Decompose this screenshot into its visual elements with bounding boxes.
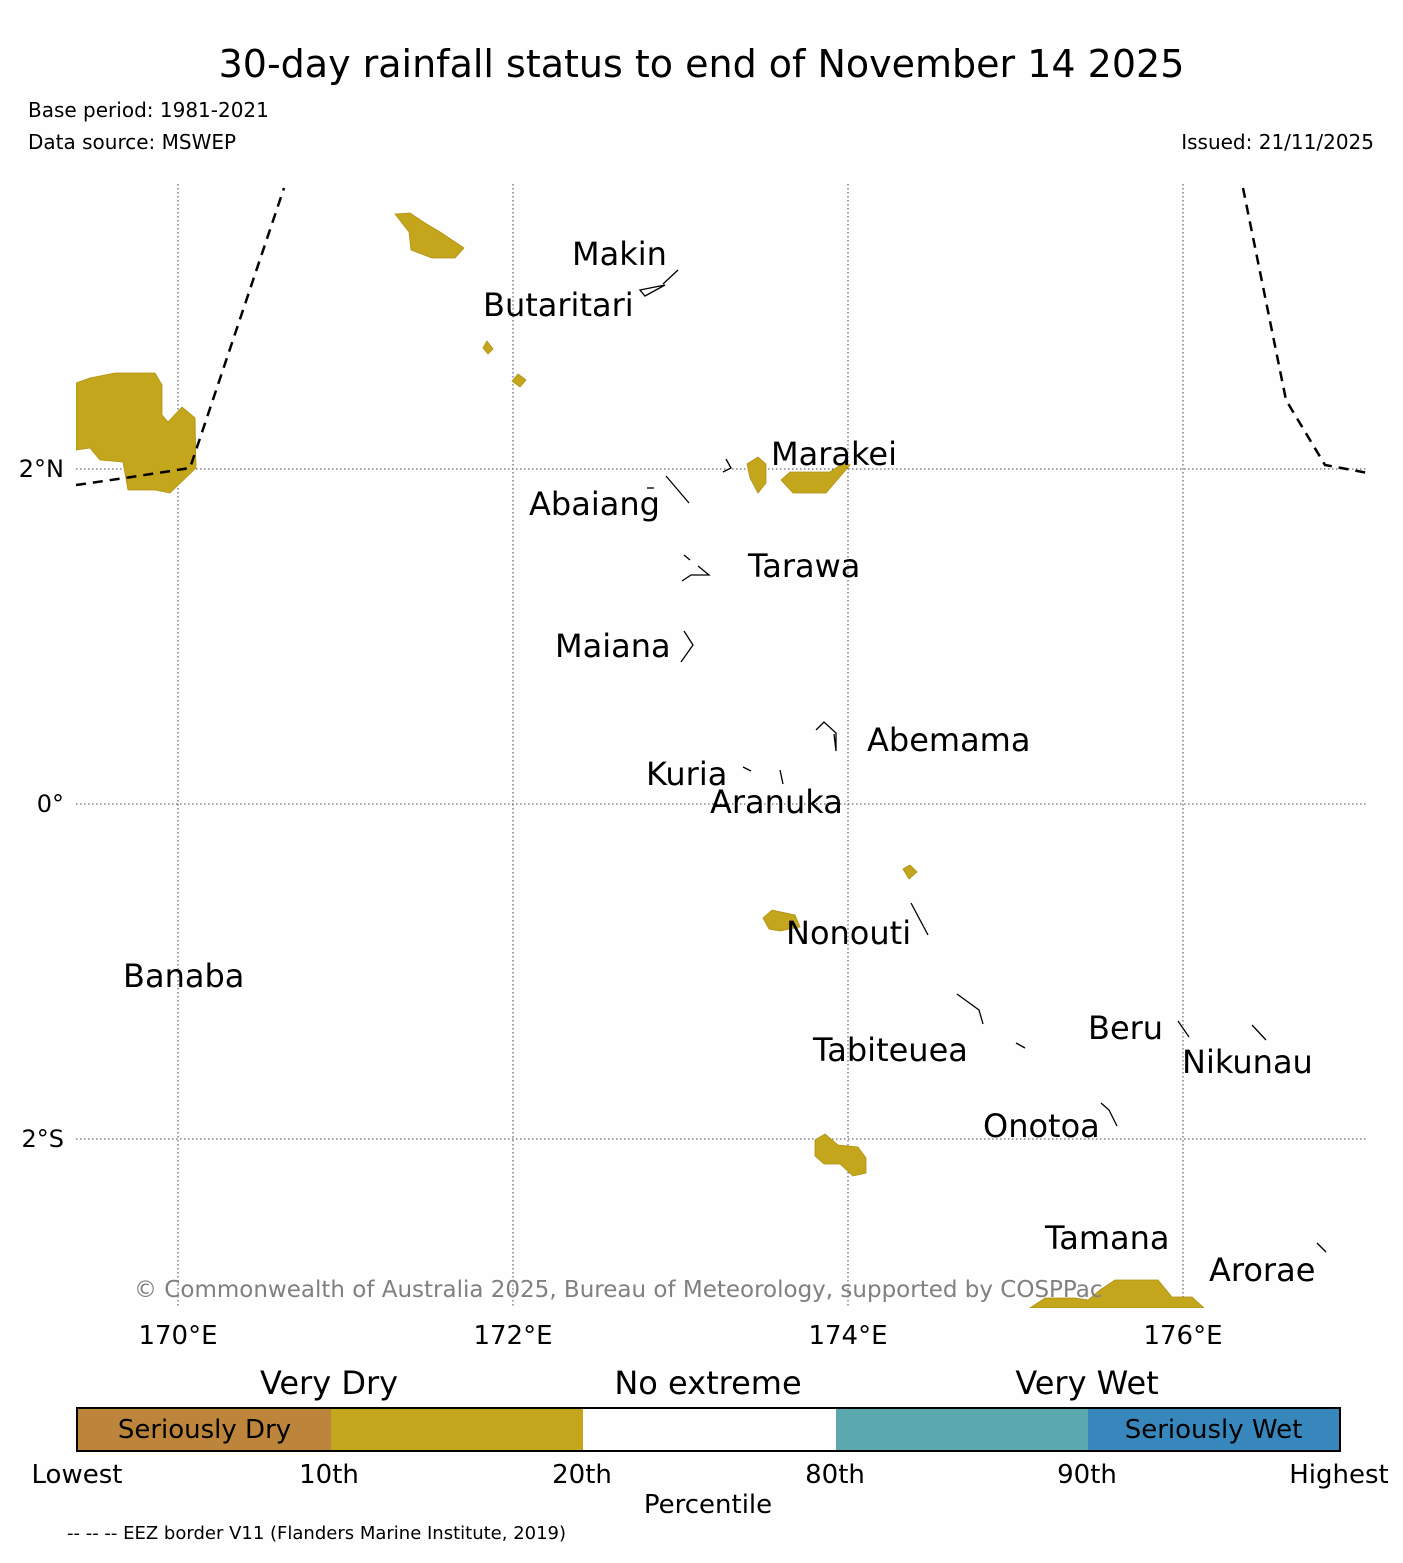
eez-border-note: -- -- -- EEZ border V11 (Flanders Marine…	[67, 1523, 567, 1544]
island-label-nikunau: Nikunau	[1182, 1043, 1313, 1081]
island-outline-beru	[1177, 1020, 1190, 1038]
island-label-tabiteuea: Tabiteuea	[812, 1031, 968, 1069]
island-outline-abaiang	[665, 475, 690, 504]
legend-category-very-wet: Very Wet	[1015, 1364, 1159, 1402]
legend-seg-seriously-wet: Seriously Wet	[1088, 1409, 1339, 1450]
dry-region-small-1	[482, 340, 494, 355]
lon-label-176e: 176°E	[1143, 1321, 1222, 1351]
legend-category-no-extreme: No extreme	[614, 1364, 802, 1402]
legend-colorbar: Seriously Dry Seriously Wet	[76, 1407, 1341, 1452]
island-outline-butaritari	[638, 284, 666, 297]
lat-label-equator: 0°	[37, 790, 64, 818]
island-label-beru: Beru	[1088, 1009, 1163, 1047]
island-label-maiana: Maiana	[555, 627, 671, 665]
island-label-arorae: Arorae	[1209, 1251, 1315, 1289]
lon-label-172e: 172°E	[473, 1321, 552, 1351]
island-outline-nikunau	[1251, 1024, 1267, 1041]
dry-region-small-2	[511, 373, 527, 388]
dry-region-banaba	[76, 372, 197, 494]
dry-region-tamana	[1029, 1279, 1205, 1308]
eez-border-east	[1241, 187, 1368, 475]
legend-tick-10th: 10th	[299, 1460, 359, 1490]
island-outline-marakei-rim	[722, 458, 732, 473]
base-period-text: Base period: 1981-2021	[28, 98, 269, 122]
island-outline-onotoa	[1100, 1102, 1118, 1127]
dry-region-south	[814, 1133, 867, 1177]
island-outline-maiana	[680, 630, 694, 663]
island-outline-kuria	[742, 766, 752, 772]
island-label-tarawa: Tarawa	[747, 547, 860, 585]
rainfall-map: 2°N 0° 2°S 170°E 172°E 174°E 176°E Makin…	[19, 184, 1368, 1351]
island-label-butaritari: Butaritari	[483, 286, 634, 324]
island-label-kuria: Kuria	[646, 755, 727, 793]
island-label-tamana: Tamana	[1044, 1219, 1170, 1257]
issued-date-text: Issued: 21/11/2025	[1181, 130, 1374, 154]
island-outline-tarawa-1	[683, 554, 691, 561]
eez-borders	[76, 187, 1368, 487]
legend-category-very-dry: Very Dry	[259, 1364, 399, 1402]
lat-label-2n: 2°N	[19, 455, 64, 483]
map-gridlines	[76, 184, 1368, 1308]
legend-axis-label: Percentile	[643, 1490, 773, 1520]
legend-seg-seriously-dry: Seriously Dry	[78, 1409, 332, 1450]
island-outline-makin	[662, 269, 679, 285]
legend-seg-very-wet	[836, 1409, 1089, 1450]
lon-label-170e: 170°E	[138, 1321, 217, 1351]
island-outlines	[638, 269, 1327, 1253]
legend-tick-20th: 20th	[552, 1460, 612, 1490]
island-label-abaiang: Abaiang	[529, 485, 660, 523]
data-source-text: Data source: MSWEP	[28, 130, 237, 154]
island-label-marakei: Marakei	[771, 435, 897, 473]
island-label-makin: Makin	[572, 235, 667, 273]
lon-label-174e: 174°E	[808, 1321, 887, 1351]
island-outline-tarawa-2	[681, 565, 711, 582]
dry-region-north	[394, 212, 465, 259]
island-label-abemama: Abemama	[867, 721, 1030, 759]
dry-region-central-small	[902, 864, 918, 880]
island-outline-tabiteuea-south	[1015, 1042, 1026, 1049]
legend-tick-90th: 90th	[1057, 1460, 1117, 1490]
legend-tick-80th: 80th	[805, 1460, 865, 1490]
copyright-text: © Commonwealth of Australia 2025, Bureau…	[134, 1277, 1103, 1303]
dry-region-nonouti-west	[762, 909, 801, 932]
legend-tick-highest: Highest	[1289, 1460, 1389, 1490]
island-label-banaba: Banaba	[123, 957, 244, 995]
legend-seg-label-seriously-wet: Seriously Wet	[1124, 1414, 1303, 1445]
lat-label-2s: 2°S	[21, 1125, 64, 1153]
legend-seg-no-extreme	[583, 1409, 837, 1450]
island-label-nonouti: Nonouti	[786, 914, 911, 952]
island-outline-aranuka	[779, 769, 784, 785]
chart-title: 30-day rainfall status to end of Novembe…	[218, 42, 1185, 86]
dry-region-marakei-2	[780, 461, 851, 494]
island-outline-nonouti	[910, 902, 929, 936]
island-outline-tabiteuea	[956, 993, 984, 1025]
legend-tick-lowest: Lowest	[31, 1460, 123, 1490]
legend-seg-very-dry	[331, 1409, 584, 1450]
island-label-aranuka: Aranuka	[710, 783, 843, 821]
eez-border-west	[76, 187, 286, 487]
island-outline-arorae	[1316, 1242, 1327, 1253]
island-outline-abemama	[815, 721, 837, 752]
legend-seg-label-seriously-dry: Seriously Dry	[117, 1414, 292, 1445]
island-label-onotoa: Onotoa	[983, 1107, 1100, 1145]
dry-region-marakei-1	[746, 456, 767, 494]
